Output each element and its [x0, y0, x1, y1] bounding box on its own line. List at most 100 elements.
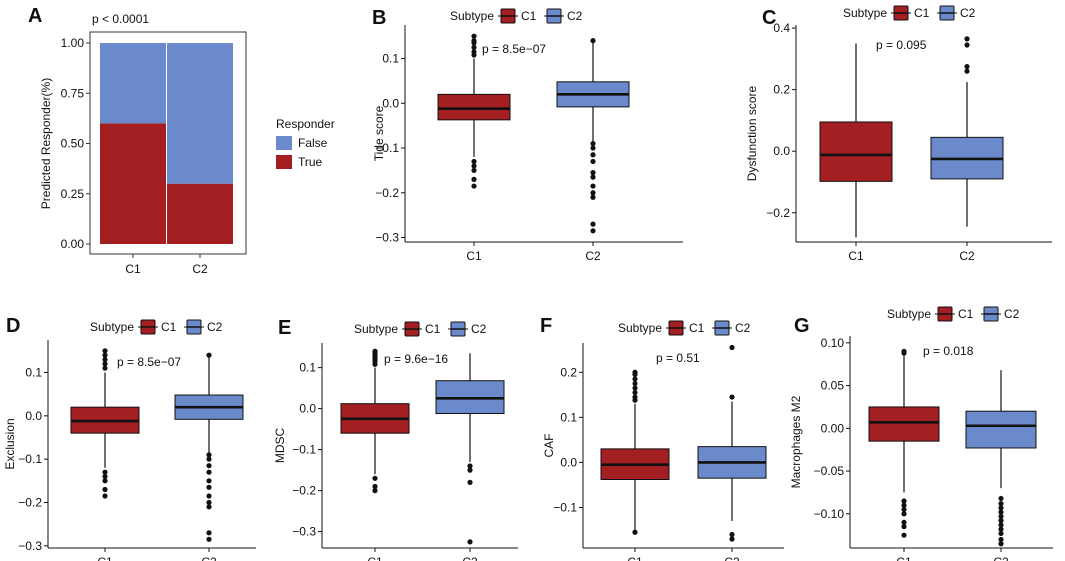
- box-c2: [930, 36, 1004, 227]
- outlier-point: [901, 506, 907, 513]
- outlier-point: [206, 469, 212, 475]
- x-tick-label: C2: [724, 555, 740, 561]
- panel-g: G Subtype C1 C2 0.10 0.05 0.00 −0.05 −0.10 Macrop…: [789, 306, 1053, 561]
- outlier-point: [102, 356, 108, 363]
- outlier-point: [998, 505, 1004, 511]
- outlier-point: [998, 522, 1004, 528]
- box-c2: [435, 353, 505, 545]
- outlier-point: [964, 36, 970, 42]
- outlier-point: [471, 158, 477, 165]
- outlier-point: [998, 509, 1004, 515]
- outlier-point: [998, 536, 1004, 543]
- legend-title: Subtype: [90, 320, 134, 334]
- y-tick-label: −0.1: [553, 500, 577, 514]
- outlier-point: [471, 167, 477, 174]
- outlier-point: [206, 478, 212, 484]
- y-tick-label: 0.05: [821, 379, 845, 393]
- box-iqr: [437, 93, 511, 121]
- p-value-label: p = 8.5e−07: [482, 42, 546, 56]
- y-tick-label: −0.1: [292, 443, 316, 457]
- outlier-point: [102, 348, 108, 354]
- outlier-point: [590, 190, 596, 196]
- y-tick-label: −0.3: [292, 525, 316, 539]
- panel-c: C Subtype C1 C2 0.4 0.2 0.0 −0.2 Dysfunction sco…: [745, 5, 1052, 263]
- outlier-point: [471, 33, 477, 39]
- box-iqr: [965, 410, 1037, 449]
- outlier-point: [206, 484, 212, 490]
- outlier-point: [729, 394, 735, 400]
- outlier-point: [467, 467, 473, 473]
- x-tick-label: C2: [462, 555, 478, 561]
- outlier-point: [590, 152, 596, 158]
- outlier-point: [471, 183, 477, 189]
- y-tick-label: 0.0: [773, 144, 790, 158]
- p-value-label: p = 0.51: [656, 351, 700, 365]
- outlier-point: [729, 344, 735, 351]
- y-tick-label: −0.3: [18, 539, 42, 553]
- subtype-legend: Subtype C1 C2: [887, 306, 1020, 322]
- outlier-point: [471, 52, 477, 58]
- box-c2: [174, 352, 244, 542]
- outlier-point: [632, 385, 638, 391]
- outlier-point: [590, 140, 596, 147]
- y-tick-label: 0.0: [299, 402, 316, 416]
- outlier-point: [632, 529, 638, 535]
- y-tick-label: 0.0: [560, 455, 577, 469]
- outlier-point: [998, 518, 1004, 524]
- y-tick-label: −0.1: [375, 141, 399, 155]
- x-tick-label: C1: [896, 555, 912, 561]
- legend-label-c1: C1: [425, 322, 441, 336]
- box-c1: [437, 33, 511, 189]
- outlier-point: [102, 361, 108, 367]
- panel-d: D Subtype C1 C2 0.1 0.0 −0.1 −0.2 −0.3 Exclusion p…: [3, 315, 256, 561]
- y-tick-label: 0.4: [773, 21, 790, 35]
- outlier-point: [632, 389, 638, 396]
- outlier-point: [206, 530, 212, 536]
- x-tick-label: C1: [627, 555, 643, 561]
- legend-label-true: True: [298, 155, 323, 169]
- legend-title: Subtype: [450, 9, 494, 23]
- legend-label-c2: C2: [735, 321, 751, 335]
- bar-false-c2: [167, 43, 233, 184]
- y-tick-label: 0.00: [821, 421, 845, 435]
- outlier-point: [998, 530, 1004, 537]
- panel-b: B Subtype C1 C2 0.1 0.0 −0.1 −0.2 −0.3 Tide score…: [372, 7, 683, 263]
- y-axis-title: Macrophages M2: [789, 395, 803, 488]
- subtype-legend: Subtype C1 C2: [450, 8, 583, 24]
- outlier-point: [901, 498, 907, 504]
- outlier-point: [632, 376, 638, 382]
- outlier-point: [590, 183, 596, 189]
- legend-label-c1: C1: [689, 321, 705, 335]
- outlier-point: [901, 350, 907, 356]
- legend-title: Subtype: [887, 307, 931, 321]
- y-axis-title: Dysfunction score: [745, 85, 759, 181]
- outlier-point: [372, 361, 378, 367]
- x-tick-label: C1: [367, 555, 383, 561]
- responder-legend: Responder False True: [276, 117, 335, 169]
- legend-label-c2: C2: [471, 322, 487, 336]
- outlier-point: [206, 452, 212, 458]
- panel-letter-a: A: [28, 5, 42, 27]
- outlier-point: [102, 365, 108, 371]
- outlier-point: [590, 170, 596, 176]
- outlier-point: [372, 475, 378, 481]
- y-tick-label: 0.2: [560, 365, 577, 379]
- y-axis-title: CAF: [542, 434, 556, 458]
- box-iqr: [819, 121, 893, 182]
- p-value-label: p = 0.018: [923, 344, 974, 358]
- x-tick-label: C2: [993, 555, 1009, 561]
- x-tick-label: C1: [848, 249, 864, 263]
- outlier-point: [901, 511, 907, 517]
- y-axis-title: Predicted Responder(%): [39, 78, 53, 209]
- subtype-legend: Subtype C1 C2: [618, 320, 751, 336]
- outlier-point: [590, 158, 596, 165]
- outlier-point: [590, 145, 596, 151]
- box-c1: [600, 369, 670, 535]
- y-tick-label: 0.75: [61, 86, 85, 100]
- outlier-point: [206, 504, 212, 510]
- outlier-point: [964, 68, 970, 74]
- outlier-point: [206, 499, 212, 506]
- legend-label-c2: C2: [1004, 307, 1020, 321]
